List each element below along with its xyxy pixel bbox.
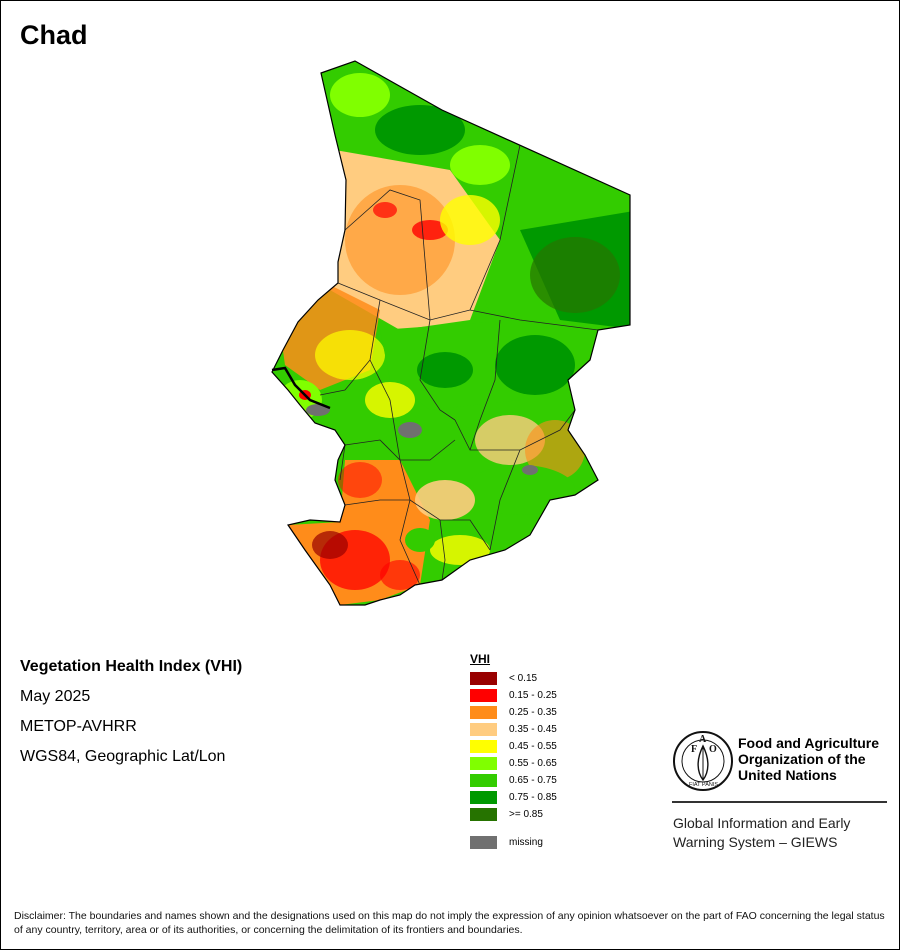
legend-item: 0.35 - 0.45	[470, 722, 557, 736]
legend-label: missing	[509, 836, 543, 848]
organization-name: Food and Agriculture Organization of the…	[738, 735, 879, 783]
logo-letter: F	[691, 744, 697, 755]
legend-swatch	[470, 807, 497, 821]
disclaimer: Disclaimer: The boundaries and names sho…	[14, 910, 885, 936]
legend-title: VHI	[470, 652, 491, 666]
legend-label: >= 0.85	[509, 808, 543, 820]
org-line: Food and Agriculture	[738, 735, 880, 751]
period: May 2025	[20, 688, 91, 705]
legend-label: 0.25 - 0.35	[509, 706, 557, 718]
legend-label: 0.75 - 0.85	[509, 791, 557, 803]
logo-letter: A	[699, 734, 707, 745]
legend-item: 0.65 - 0.75	[470, 773, 557, 787]
vhi-map	[271, 60, 631, 606]
legend-swatch	[470, 722, 497, 736]
legend-item: 0.25 - 0.35	[470, 705, 557, 719]
legend-label: 0.35 - 0.45	[509, 723, 557, 735]
legend-swatch	[470, 671, 497, 685]
legend-label: 0.45 - 0.55	[509, 740, 557, 752]
org-line: United Nations	[738, 767, 837, 783]
legend-item: < 0.15	[470, 671, 537, 685]
legend-label: 0.65 - 0.75	[509, 774, 557, 786]
legend-item: 0.75 - 0.85	[470, 790, 557, 804]
country-title: Chad	[20, 20, 88, 50]
legend-label: 0.55 - 0.65	[509, 757, 557, 769]
legend-item: 0.55 - 0.65	[470, 756, 557, 770]
legend-swatch	[470, 739, 497, 753]
legend: VHI < 0.15 0.15 - 0.25 0.25 - 0.35 0.35 …	[470, 652, 600, 849]
projection: WGS84, Geographic Lat/Lon	[20, 748, 226, 765]
divider	[672, 801, 887, 803]
legend-swatch	[470, 756, 497, 770]
legend-swatch	[470, 790, 497, 804]
legend-item-missing: missing	[470, 835, 543, 849]
index-name: Vegetation Health Index (VHI)	[20, 658, 243, 675]
sensor: METOP-AVHRR	[20, 718, 137, 735]
legend-swatch	[470, 688, 497, 702]
legend-item: >= 0.85	[470, 807, 543, 821]
logo-letter: O	[709, 744, 717, 755]
legend-item: 0.15 - 0.25	[470, 688, 557, 702]
legend-item: 0.45 - 0.55	[470, 739, 557, 753]
legend-swatch	[470, 705, 497, 719]
logo-motto: FIAT PANIS	[689, 782, 718, 788]
legend-label: 0.15 - 0.25	[509, 689, 557, 701]
legend-swatch	[470, 835, 497, 849]
fao-logo-icon: F A O FIAT PANIS	[673, 731, 733, 791]
system-line: Warning System – GIEWS	[673, 834, 838, 850]
legend-label: < 0.15	[509, 672, 538, 684]
system-name: Global Information and Early Warning Sys…	[673, 814, 850, 852]
system-line: Global Information and Early	[673, 815, 851, 831]
legend-swatch	[470, 773, 497, 787]
org-line: Organization of the	[738, 751, 866, 767]
